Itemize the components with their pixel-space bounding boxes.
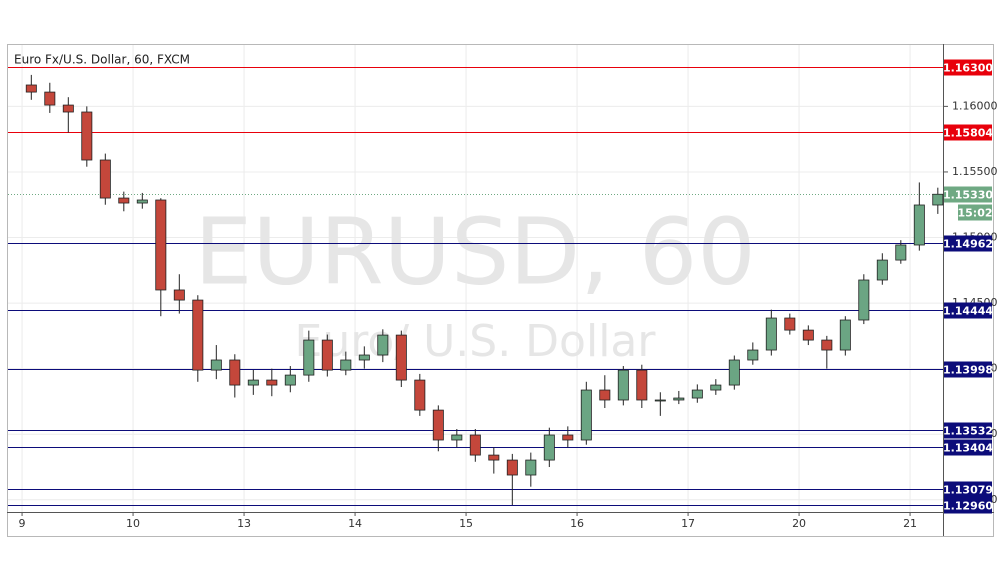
level-label-box: [944, 422, 992, 439]
candle-body: [525, 459, 537, 476]
candle-body: [876, 259, 888, 281]
candle-body: [25, 84, 37, 93]
x-tick-label: 16: [570, 517, 584, 530]
candle-body: [81, 111, 93, 161]
level-label: 1.13404: [943, 442, 993, 455]
candle-body: [562, 434, 574, 441]
level-label: 1.14962: [943, 238, 993, 251]
grid: [8, 45, 943, 512]
levels: [8, 67, 943, 506]
candle-body: [136, 199, 148, 204]
level-label: 1.15804: [943, 127, 993, 140]
watermark: EURUSD, 60 Euro/ U.S. Dollar: [194, 198, 756, 367]
level-label: 1.13079: [943, 484, 993, 497]
candle-body: [266, 379, 278, 386]
candle-body: [858, 279, 870, 321]
candle-body: [303, 339, 315, 376]
candle-body: [118, 197, 130, 204]
x-tick-label: 20: [792, 517, 806, 530]
candle-body: [765, 317, 777, 351]
countdown: 15:02: [957, 207, 992, 220]
candle-body: [432, 409, 444, 441]
candle-body: [543, 434, 555, 461]
candle-body: [284, 374, 296, 386]
level-label-box: [944, 302, 992, 319]
y-tick-label: 1.15500: [952, 165, 998, 178]
candle-body: [691, 389, 703, 399]
frame: [7, 44, 994, 537]
level-label-box: [944, 481, 992, 498]
watermark-subtitle: Euro/ U.S. Dollar: [295, 316, 657, 367]
chart-title: Euro Fx/U.S. Dollar, 60, FXCM: [14, 53, 190, 67]
candle-body: [821, 339, 833, 351]
candle-body: [155, 199, 167, 291]
candle-body: [488, 454, 500, 461]
level-label: 1.13998: [943, 364, 993, 377]
candle-body: [340, 359, 352, 371]
level-label-box: [944, 235, 992, 252]
candle-body: [784, 317, 796, 331]
candle-body: [932, 193, 944, 206]
candle-body: [99, 159, 111, 199]
candle-body: [247, 379, 259, 386]
candle-body: [210, 359, 222, 371]
candle-body: [44, 91, 56, 106]
last-price-label: 1.15330: [943, 189, 993, 202]
watermark-text: EURUSD, 60: [194, 198, 756, 305]
countdown-box: [958, 204, 992, 221]
candle-body: [321, 339, 333, 371]
x-tick-label: 17: [681, 517, 695, 530]
candle-body: [451, 434, 463, 441]
candle-body: [358, 354, 370, 361]
candle-body: [62, 104, 74, 113]
candle-body: [673, 397, 685, 401]
x-tick-label: 13: [237, 517, 251, 530]
level-labels: 1.16300 1.15804 1.14962 1.14444 1.13998 1.135…: [943, 59, 993, 514]
candle-body: [654, 399, 666, 402]
x-tick-label: 21: [903, 517, 917, 530]
level-label-box: [944, 59, 992, 76]
candle-body: [617, 369, 629, 401]
candle-body: [913, 204, 925, 246]
candle-body: [802, 329, 814, 341]
level-label-box: [944, 497, 992, 514]
candles: [25, 74, 944, 506]
candle-body: [747, 349, 759, 361]
candle-body: [636, 369, 648, 401]
x-tick-label: 10: [126, 517, 140, 530]
candle-body: [728, 359, 740, 386]
candle-body: [229, 359, 241, 386]
level-label-box: [944, 439, 992, 456]
level-label: 1.12960: [943, 500, 993, 513]
level-label: 1.14444: [943, 305, 993, 318]
level-label: 1.13532: [943, 425, 993, 438]
candle-body: [377, 334, 389, 356]
candle-body: [395, 334, 407, 381]
level-label-box: [944, 361, 992, 378]
level-label: 1.16300: [943, 62, 993, 75]
candle-body: [469, 434, 481, 456]
candle-body: [599, 389, 611, 401]
candle-body: [414, 379, 426, 411]
level-label-box: [944, 124, 992, 141]
candle-body: [839, 319, 851, 351]
candle-body: [173, 289, 185, 301]
x-tick-label: 9: [19, 517, 26, 530]
candle-body: [710, 384, 722, 391]
x-tick-label: 15: [459, 517, 473, 530]
last-price-label-box: [944, 186, 992, 203]
x-tick-label: 14: [348, 517, 362, 530]
candle-body: [192, 299, 204, 371]
y-tick-label: 1.16000: [952, 99, 998, 112]
candle-body: [506, 459, 518, 476]
candle-body: [895, 244, 907, 261]
candle-body: [580, 389, 592, 441]
